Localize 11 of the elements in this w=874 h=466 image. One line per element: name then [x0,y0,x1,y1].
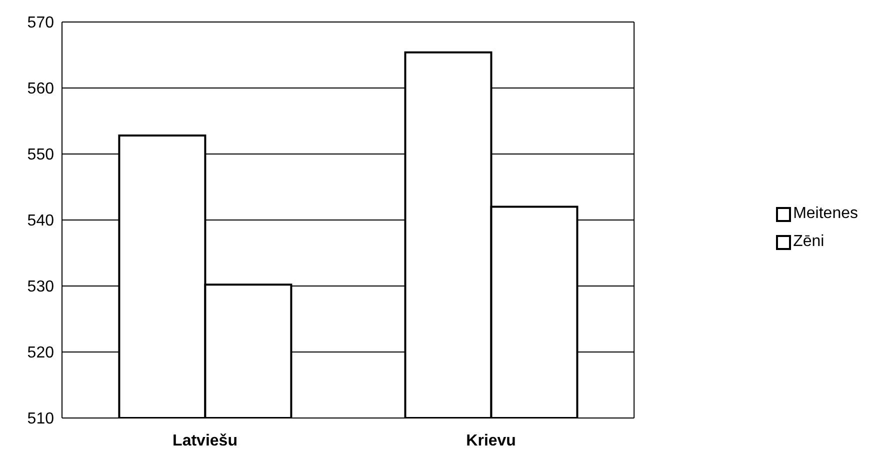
y-tick-label: 540 [27,212,54,230]
x-tick-label: Latviešu [172,432,238,450]
x-tick-label: Krievu [466,432,516,450]
y-tick-label: 570 [27,14,54,32]
y-tick-label: 520 [27,344,54,362]
legend-label: Zēni [793,233,824,251]
y-tick-label: 560 [27,80,54,98]
y-tick-label: 530 [27,278,54,296]
y-tick-label: 550 [27,146,54,164]
y-tick-label: 510 [27,410,54,428]
legend-label: Meitenes [793,205,858,223]
